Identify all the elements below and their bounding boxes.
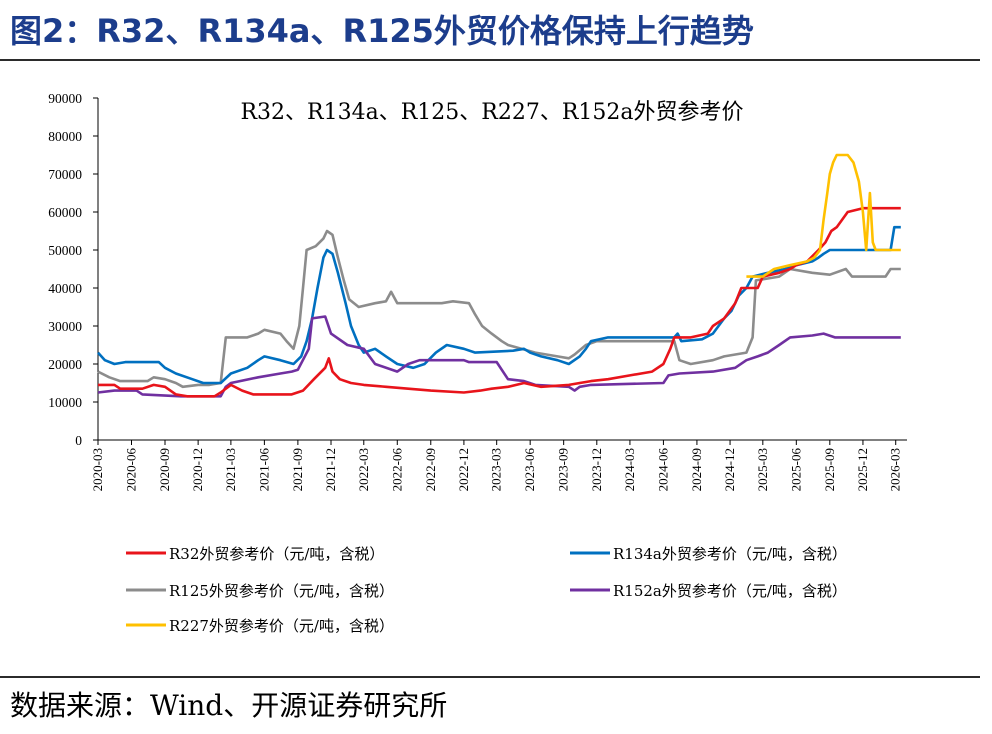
series-lines	[97, 153, 901, 398]
legend-label-3: R152a外贸参考价（元/吨，含税）	[613, 582, 847, 600]
x-tick-label: 2020-12	[190, 448, 205, 491]
x-tick-label: 2021-09	[290, 448, 305, 491]
price-line-chart: 0 10000 20000 30000 40000 50000 60000 70000 8000…	[48, 91, 907, 635]
x-tick-label: 2023-03	[489, 448, 504, 491]
x-tick-label: 2022-12	[456, 448, 471, 491]
x-tick-label: 2020-03	[90, 448, 105, 491]
x-tick-label: 2024-09	[689, 448, 704, 491]
x-tick-label: 2020-06	[123, 448, 138, 492]
y-tick-label: 60000	[48, 205, 82, 220]
source-note: 数据来源：Wind、开源证券研究所	[10, 689, 448, 722]
legend-label-4: R227外贸参考价（元/吨，含税）	[169, 617, 394, 635]
title-divider	[0, 59, 980, 61]
y-tick-label: 90000	[48, 91, 82, 106]
series-line-0	[98, 206, 901, 398]
axes: 0 10000 20000 30000 40000 50000 60000 70000 8000…	[48, 91, 907, 491]
x-tick-label: 2026-03	[888, 448, 903, 491]
x-tick-label: 2025-12	[855, 448, 870, 491]
series-line-2	[97, 229, 901, 389]
x-tick-label: 2023-06	[522, 448, 537, 492]
x-tick-label: 2025-06	[788, 448, 803, 492]
series-line-1	[97, 225, 901, 385]
y-tick-label: 40000	[48, 281, 82, 296]
x-tick-label: 2024-06	[655, 448, 670, 492]
y-tick-label: 50000	[48, 243, 82, 258]
x-tick-label: 2021-12	[323, 448, 338, 491]
x-tick-label: 2024-03	[622, 448, 637, 491]
x-tick-label: 2023-12	[589, 448, 604, 491]
series-line-3	[97, 315, 901, 398]
figure-title: 图2：R32、R134a、R125外贸价格保持上行趋势	[10, 12, 754, 50]
x-tick-label: 2023-09	[556, 448, 571, 491]
y-tick-label: 0	[75, 433, 82, 448]
source-divider	[0, 676, 980, 678]
y-tick-label: 30000	[48, 319, 82, 334]
series-line-4	[746, 153, 901, 278]
x-tick-label: 2025-09	[822, 448, 837, 491]
x-tick-label: 2022-06	[389, 448, 404, 492]
legend-label-2: R125外贸参考价（元/吨，含税）	[169, 582, 394, 600]
chart-title: R32、R134a、R125、R227、R152a外贸参考价	[240, 100, 743, 125]
x-tick-label: 2021-03	[223, 448, 238, 491]
y-tick-label: 20000	[48, 357, 82, 372]
legend-label-1: R134a外贸参考价（元/吨，含税）	[613, 545, 847, 563]
y-tick-label: 70000	[48, 167, 82, 182]
x-tick-label: 2022-09	[423, 448, 438, 491]
x-tick-label: 2022-03	[356, 448, 371, 491]
x-tick-label: 2024-12	[722, 448, 737, 491]
x-tick-label: 2021-06	[256, 448, 271, 492]
y-tick-label: 80000	[48, 129, 82, 144]
y-tick-label: 10000	[48, 395, 82, 410]
legend: R32外贸参考价（元/吨，含税） R134a外贸参考价（元/吨，含税） R125外贸…	[126, 545, 847, 635]
x-tick-label: 2020-09	[157, 448, 172, 491]
legend-label-0: R32外贸参考价（元/吨，含税）	[169, 545, 384, 563]
x-tick-label: 2025-03	[755, 448, 770, 491]
